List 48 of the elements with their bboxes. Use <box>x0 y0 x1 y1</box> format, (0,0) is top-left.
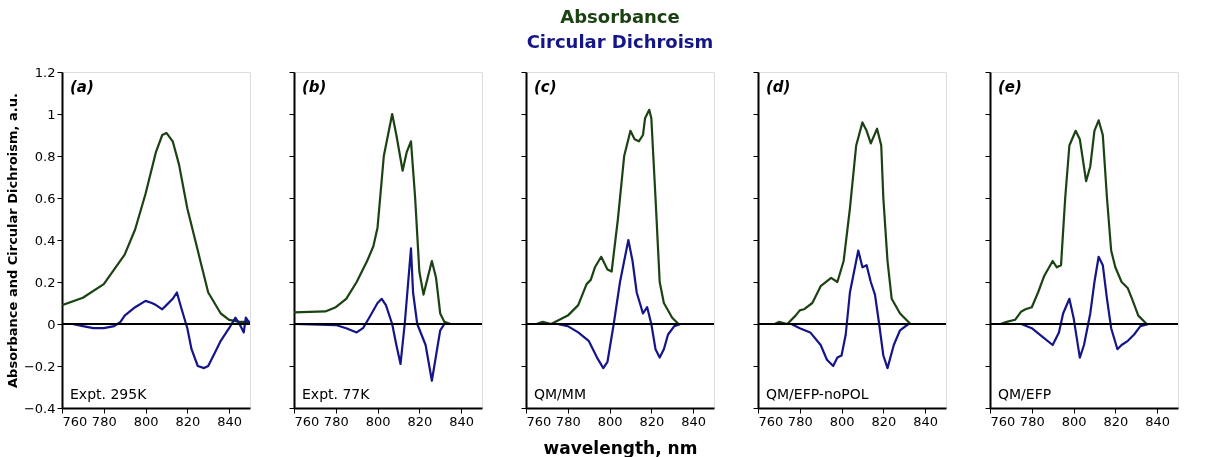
x-tick-label: 820 <box>407 413 433 429</box>
annotation: (a) <box>70 78 94 96</box>
x-tick-label: 840 <box>913 413 939 429</box>
annotation: (d) <box>766 78 791 96</box>
x-axis-title: wavelength, nm <box>543 437 698 457</box>
x-tick-label: 760 <box>62 413 88 429</box>
x-tick-label: 840 <box>1145 413 1171 429</box>
x-tick-label: 800 <box>1061 413 1087 429</box>
x-tick-label: 760 <box>526 413 552 429</box>
x-tick-label: 800 <box>597 413 623 429</box>
x-tick-label: 840 <box>217 413 243 429</box>
y-tick-label: 0.2 <box>34 274 56 290</box>
x-tick-label: 780 <box>555 413 581 429</box>
x-tick-label: 800 <box>133 413 159 429</box>
y-tick-label: −0.4 <box>23 400 56 416</box>
x-tick-label: 800 <box>365 413 391 429</box>
x-tick-label: 760 <box>294 413 320 429</box>
x-tick-label: 840 <box>681 413 707 429</box>
x-tick-label: 840 <box>449 413 475 429</box>
text: Circular Dichroism <box>526 31 714 52</box>
annotation: (c) <box>534 78 557 96</box>
x-tick-label: 800 <box>829 413 855 429</box>
x-tick-label: 780 <box>787 413 813 429</box>
x-tick-label: 820 <box>175 413 201 429</box>
x-tick-label: 820 <box>871 413 897 429</box>
annotation: Expt. 295K <box>70 386 148 402</box>
annotation: QM/EFP-noPOL <box>766 386 869 402</box>
y-tick-label: 1.2 <box>34 64 56 80</box>
x-tick-label: 780 <box>1019 413 1045 429</box>
annotation: (b) <box>302 78 327 96</box>
y-tick-label: 0.6 <box>34 190 56 206</box>
x-tick-label: 760 <box>758 413 784 429</box>
y-tick-label: 1 <box>47 106 56 122</box>
annotation: Expt. 77K <box>302 386 371 402</box>
x-tick-label: 780 <box>91 413 117 429</box>
x-tick-label: 820 <box>639 413 665 429</box>
annotation: QM/EFP <box>998 386 1052 402</box>
y-tick-label: −0.2 <box>23 358 56 374</box>
x-tick-label: 780 <box>323 413 349 429</box>
x-tick-label: 760 <box>990 413 1016 429</box>
y-tick-label: 0 <box>47 316 56 332</box>
y-axis-title: Absorbance and Circular Dichroism, a.u. <box>4 93 20 388</box>
annotation: QM/MM <box>534 386 586 402</box>
x-tick-label: 820 <box>1103 413 1129 429</box>
y-tick-label: 0.4 <box>34 232 56 248</box>
text: Absorbance <box>560 6 680 27</box>
y-tick-label: 0.8 <box>34 148 56 164</box>
annotation: (e) <box>998 78 1022 96</box>
